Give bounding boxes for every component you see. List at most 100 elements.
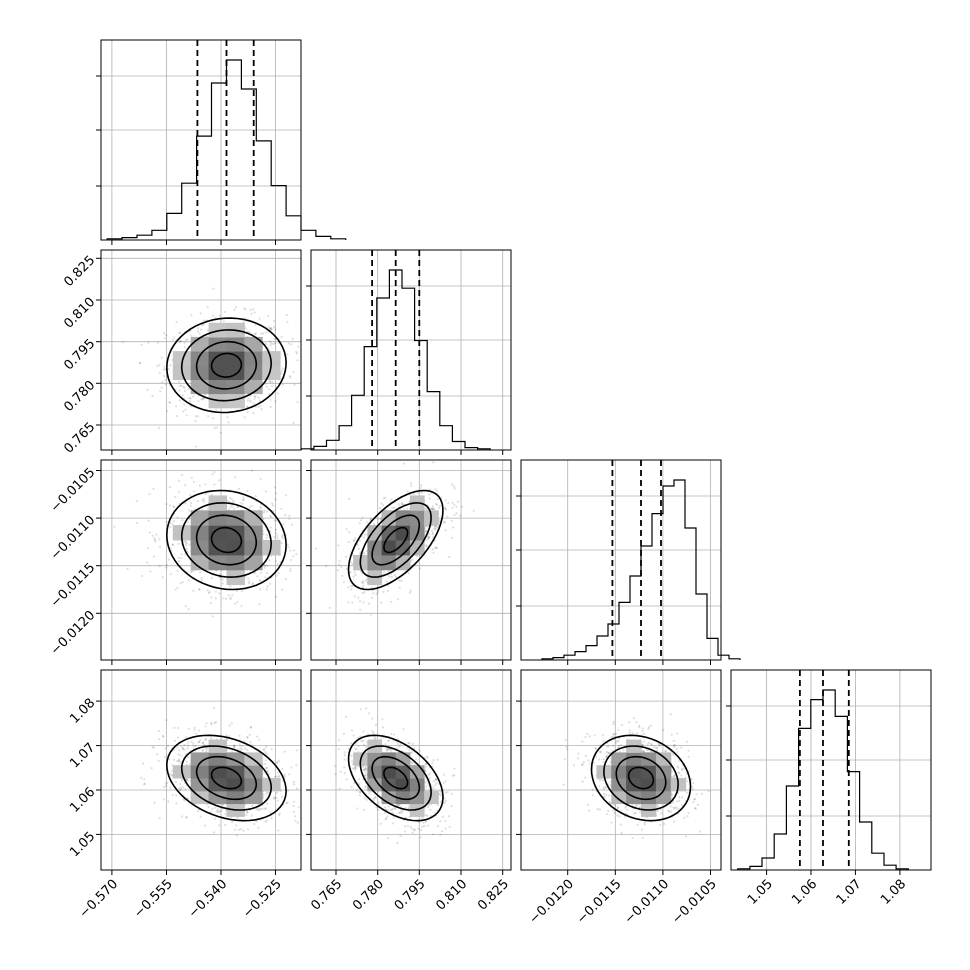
- scatter-point: [427, 536, 431, 539]
- scatter-point: [164, 747, 167, 750]
- scatter-point: [425, 544, 428, 547]
- scatter-point: [354, 747, 357, 751]
- scatter-point: [602, 779, 605, 782]
- scatter-point: [428, 536, 431, 539]
- scatter-point: [351, 767, 354, 770]
- scatter-point: [250, 743, 253, 746]
- scatter-point: [179, 340, 182, 343]
- scatter-point: [365, 768, 368, 771]
- scatter-point: [265, 792, 268, 795]
- scatter-point: [434, 527, 437, 530]
- scatter-point: [408, 742, 411, 745]
- scatter-point: [244, 327, 247, 330]
- scatter-point: [210, 493, 213, 496]
- scatter-point: [203, 319, 206, 322]
- scatter-point: [264, 759, 267, 762]
- scatter-point: [168, 401, 171, 404]
- scatter-point: [263, 748, 266, 751]
- scatter-point: [273, 325, 276, 328]
- scatter-point: [196, 499, 199, 503]
- scatter-point: [343, 772, 346, 775]
- scatter-point: [451, 774, 454, 777]
- scatter-point: [202, 497, 205, 500]
- scatter-point: [265, 534, 269, 537]
- scatter-point: [249, 725, 253, 729]
- scatter-point: [431, 762, 434, 765]
- scatter-point: [176, 516, 179, 519]
- scatter-point: [364, 786, 367, 789]
- scatter-point: [275, 492, 278, 495]
- scatter-point: [205, 722, 208, 725]
- scatter-point: [241, 502, 245, 505]
- scatter-point: [213, 471, 216, 474]
- scatter-point: [254, 571, 257, 574]
- contour-line-1: [210, 766, 243, 790]
- scatter-point: [171, 523, 174, 526]
- scatter-point: [140, 776, 143, 779]
- density-cell: [381, 525, 397, 541]
- scatter-point: [296, 401, 299, 404]
- scatter-point: [358, 522, 361, 525]
- scatter-point: [673, 807, 676, 810]
- density-cell: [395, 790, 411, 805]
- scatter-point: [392, 816, 395, 819]
- scatter-point: [146, 547, 149, 550]
- scatter-point: [393, 574, 396, 577]
- scatter-point: [409, 825, 412, 828]
- scatter-point: [171, 794, 174, 797]
- scatter-point: [436, 503, 439, 506]
- scatter-point: [190, 501, 193, 505]
- scatter-point: [424, 762, 428, 766]
- panel-content-3-2: [311, 460, 511, 660]
- scatter-point: [265, 790, 269, 794]
- scatter-point: [292, 555, 295, 558]
- scatter-point: [292, 810, 296, 814]
- scatter-point: [179, 783, 182, 786]
- contour-line-2: [371, 755, 421, 801]
- scatter-point: [368, 602, 371, 605]
- scatter-point: [382, 571, 386, 574]
- density-cell: [409, 778, 425, 792]
- scatter-point: [419, 486, 422, 489]
- scatter-point: [238, 828, 241, 831]
- contour-line-2: [195, 340, 258, 390]
- scatter-point: [176, 586, 179, 589]
- scatter-point: [270, 327, 273, 330]
- density-cell: [409, 790, 425, 805]
- scatter-point: [434, 525, 438, 528]
- scatter-point: [425, 755, 428, 758]
- scatter-point: [253, 311, 256, 314]
- scatter-point: [255, 820, 258, 823]
- scatter-point: [380, 601, 383, 604]
- scatter-point: [200, 398, 203, 401]
- scatter-point: [228, 724, 231, 727]
- scatter-point: [289, 376, 292, 379]
- scatter-point: [233, 308, 236, 311]
- scatter-point: [384, 496, 387, 499]
- scatter-point: [236, 600, 239, 603]
- scatter-point: [178, 340, 181, 343]
- scatter-point: [292, 780, 295, 784]
- density-cell: [190, 379, 210, 395]
- scatter-point: [385, 748, 388, 751]
- scatter-point: [295, 787, 298, 790]
- scatter-point: [178, 399, 181, 402]
- scatter-point: [179, 787, 182, 791]
- scatter-point: [390, 575, 393, 579]
- scatter-point: [264, 564, 267, 567]
- scatter-point: [267, 314, 270, 317]
- scatter-point: [272, 510, 275, 513]
- scatter-point: [446, 790, 449, 794]
- scatter-point: [302, 855, 304, 857]
- scatter-point: [436, 758, 439, 761]
- scatter-point: [270, 329, 273, 332]
- scatter-point: [296, 359, 299, 362]
- contour-line-1: [383, 766, 409, 790]
- scatter-point: [606, 754, 609, 758]
- scatter-point: [184, 543, 188, 547]
- scatter-point: [363, 768, 366, 772]
- scatter-point: [151, 534, 154, 537]
- panel-content-4-2: [311, 670, 511, 870]
- scatter-point: [266, 585, 269, 588]
